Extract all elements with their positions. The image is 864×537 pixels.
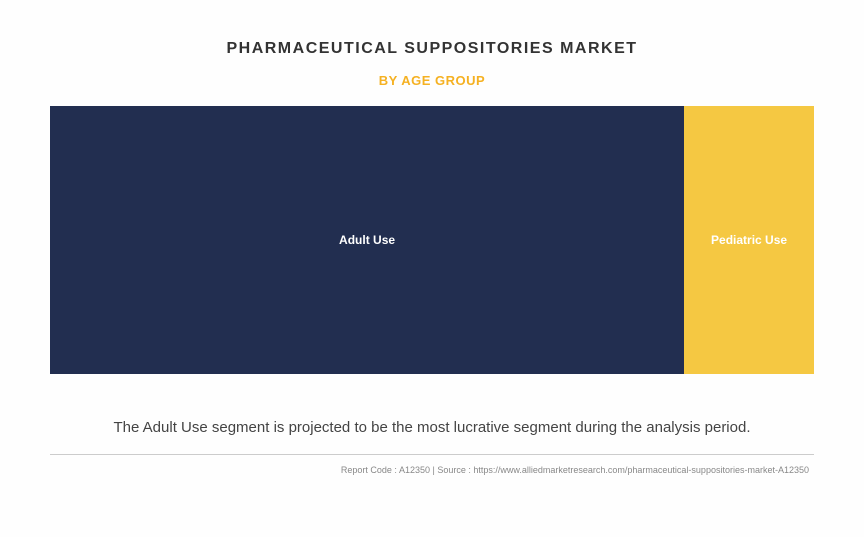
segment-chart: Adult Use Pediatric Use [50,106,814,374]
chart-subtitle: BY AGE GROUP [50,73,814,88]
chart-description: The Adult Use segment is projected to be… [50,419,814,436]
segment-pediatric-use: Pediatric Use [684,106,814,374]
footer-divider [50,454,814,455]
report-code: Report Code : A12350 [341,465,430,475]
source-text: Source : https://www.alliedmarketresearc… [437,465,809,475]
segment-adult-use: Adult Use [50,106,684,374]
footer-text: Report Code : A12350 | Source : https://… [50,465,814,475]
chart-title: PHARMACEUTICAL SUPPOSITORIES MARKET [50,40,814,58]
segment-label: Adult Use [339,233,395,247]
segment-label: Pediatric Use [711,233,787,247]
